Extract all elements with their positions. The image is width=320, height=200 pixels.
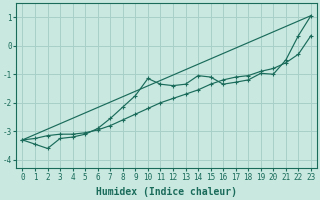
X-axis label: Humidex (Indice chaleur): Humidex (Indice chaleur) (96, 187, 237, 197)
